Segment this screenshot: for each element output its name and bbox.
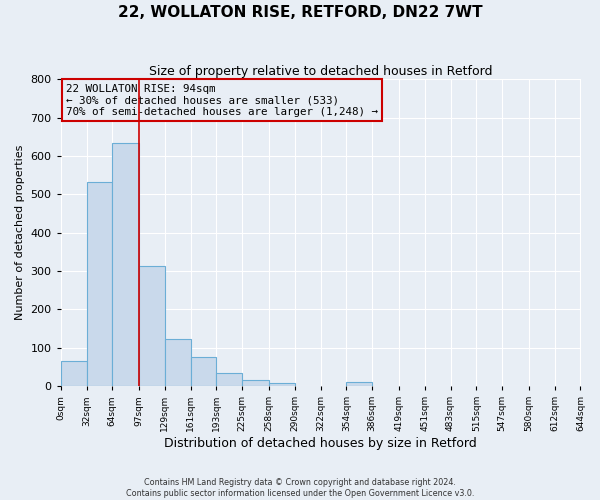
Bar [86, 182, 112, 386]
Bar [165, 339, 191, 386]
X-axis label: Distribution of detached houses by size in Retford: Distribution of detached houses by size … [164, 437, 477, 450]
Bar [191, 356, 217, 386]
Text: 22, WOLLATON RISE, RETFORD, DN22 7WT: 22, WOLLATON RISE, RETFORD, DN22 7WT [118, 5, 482, 20]
Bar [242, 380, 269, 386]
Y-axis label: Number of detached properties: Number of detached properties [15, 145, 25, 320]
Text: Contains HM Land Registry data © Crown copyright and database right 2024.
Contai: Contains HM Land Registry data © Crown c… [126, 478, 474, 498]
Text: 22 WOLLATON RISE: 94sqm
← 30% of detached houses are smaller (533)
70% of semi-d: 22 WOLLATON RISE: 94sqm ← 30% of detache… [66, 84, 378, 117]
Bar [346, 382, 372, 386]
Bar [61, 361, 86, 386]
Bar [112, 143, 139, 386]
Title: Size of property relative to detached houses in Retford: Size of property relative to detached ho… [149, 65, 493, 78]
Bar [217, 374, 242, 386]
Bar [139, 266, 165, 386]
Bar [269, 383, 295, 386]
